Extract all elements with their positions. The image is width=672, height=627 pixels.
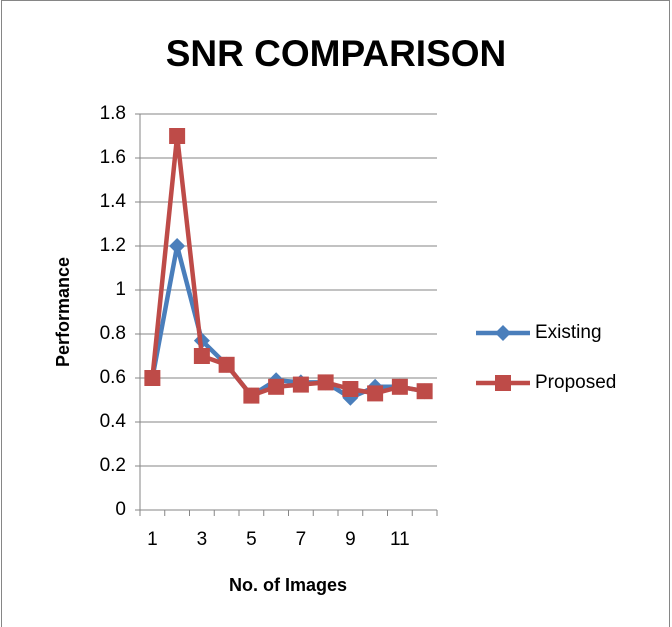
x-tick-label: 7	[296, 529, 307, 550]
legend-label: Proposed	[535, 372, 616, 393]
data-point	[169, 128, 186, 144]
data-point	[218, 356, 235, 373]
y-tick-label: 0.4	[100, 411, 127, 432]
legend-label: Existing	[535, 322, 602, 343]
x-tick-label: 3	[197, 529, 208, 550]
y-tick-label: 0	[115, 499, 126, 520]
data-point	[391, 378, 408, 395]
data-point	[169, 238, 186, 254]
y-axis-label: Performance	[53, 257, 73, 367]
data-point	[144, 370, 161, 386]
data-point	[193, 348, 210, 364]
data-point	[292, 376, 309, 393]
legend-marker	[495, 325, 511, 341]
y-tick-label: 1.6	[100, 147, 126, 168]
y-tick-label: 1	[115, 279, 126, 300]
data-point	[342, 381, 359, 397]
data-point	[268, 378, 285, 395]
legend-marker	[495, 375, 511, 391]
y-tick-label: 0.8	[100, 323, 126, 344]
x-tick-label: 9	[345, 529, 356, 550]
data-point	[243, 387, 260, 404]
chart-title: SNR COMPARISON	[166, 33, 507, 74]
x-axis-label: No. of Images	[229, 575, 347, 595]
data-point	[367, 385, 384, 402]
x-tick-label: 5	[246, 529, 257, 550]
x-tick-label: 1	[147, 529, 158, 550]
y-tick-label: 0.6	[100, 367, 126, 388]
data-point	[416, 383, 433, 400]
y-tick-label: 1.2	[100, 235, 126, 256]
y-tick-label: 1.4	[100, 191, 127, 212]
data-point	[317, 374, 334, 391]
y-tick-label: 1.8	[100, 103, 126, 124]
x-tick-label: 11	[390, 529, 410, 550]
y-tick-label: 0.2	[100, 455, 126, 476]
